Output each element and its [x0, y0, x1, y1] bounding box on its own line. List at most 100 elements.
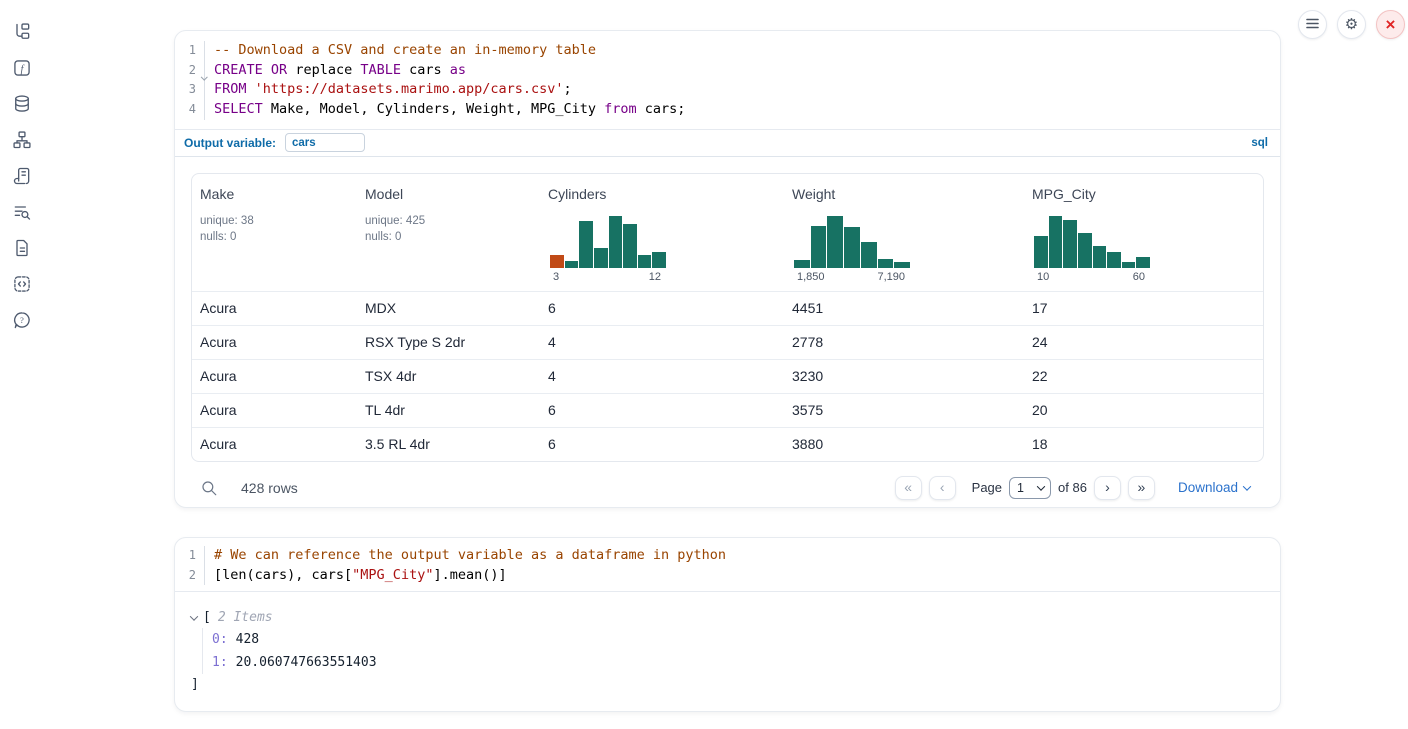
axis-min-label: 10 [1037, 271, 1049, 283]
code-snippets-icon[interactable] [12, 274, 32, 294]
sidebar: f ? [0, 0, 44, 729]
table-cell: 3880 [784, 436, 1024, 452]
page-total-label: of 86 [1058, 480, 1087, 495]
histogram-bar [827, 216, 843, 268]
table-cell: RSX Type S 2dr [357, 334, 540, 350]
histogram-bar [1063, 220, 1077, 268]
histogram-bar [861, 242, 877, 268]
column-name: MPG_City [1032, 186, 1255, 202]
column-header[interactable]: Cylinders 312 [540, 174, 784, 291]
table-row[interactable]: AcuraMDX6445117 [192, 291, 1263, 325]
code-lines: # We can reference the output variable a… [205, 546, 1280, 585]
histogram-bars [550, 216, 666, 268]
histogram-bar [609, 216, 623, 268]
svg-text:?: ? [20, 316, 24, 325]
file-text-icon[interactable] [12, 238, 32, 258]
histogram-bar [652, 252, 666, 268]
table-header-row: Makeunique: 38nulls: 0Modelunique: 425nu… [192, 174, 1263, 291]
histogram-axis: 1,8507,190 [794, 268, 910, 283]
table-cell: 4451 [784, 300, 1024, 316]
table-cell: 6 [540, 402, 784, 418]
column-header[interactable]: Modelunique: 425nulls: 0 [357, 174, 540, 291]
chevron-down-icon [1037, 482, 1045, 490]
table-cell: Acura [192, 368, 357, 384]
tree-collapse-icon[interactable] [191, 610, 203, 625]
python-code-editor[interactable]: 12# We can reference the output variable… [175, 538, 1280, 592]
line-number: 1 [175, 546, 204, 566]
table-cell: 3.5 RL 4dr [357, 436, 540, 452]
code-lines: -- Download a CSV and create an in-memor… [205, 41, 1280, 120]
line-number-gutter: 12 [175, 546, 205, 585]
table-cell: 20 [1024, 402, 1263, 418]
python-cell: 12# We can reference the output variable… [174, 537, 1281, 712]
line-number: 1 [175, 41, 204, 61]
page-select[interactable]: 1 [1009, 477, 1051, 499]
tree-item-key: 0: [212, 632, 228, 647]
histogram-bar [1122, 262, 1136, 268]
column-histogram: 312 [550, 216, 666, 283]
tree-items-count: 2 Items [218, 610, 273, 625]
table-cell: 18 [1024, 436, 1263, 452]
table-body: AcuraMDX6445117AcuraRSX Type S 2dr427782… [192, 291, 1263, 461]
next-page-button[interactable]: › [1094, 476, 1121, 500]
output-variable-input[interactable] [285, 133, 365, 152]
settings-button[interactable]: ⚙ [1337, 10, 1366, 39]
logs-scroll-icon[interactable] [12, 166, 32, 186]
database-icon[interactable] [12, 94, 32, 114]
table-cell: TSX 4dr [357, 368, 540, 384]
topbar-actions: ⚙ × [1298, 10, 1405, 39]
line-number: 4 [175, 100, 204, 120]
column-header[interactable]: Weight 1,8507,190 [784, 174, 1024, 291]
first-page-button[interactable]: « [895, 476, 922, 500]
table-cell: Acura [192, 436, 357, 452]
prev-page-button[interactable]: ‹ [929, 476, 956, 500]
search-icon[interactable] [200, 479, 218, 497]
table-row[interactable]: AcuraRSX Type S 2dr4277824 [192, 325, 1263, 359]
tree-item: 1:20.060747663551403 [212, 651, 1264, 674]
tree-item-value: 428 [236, 632, 259, 647]
sql-code-editor[interactable]: 1234-- Download a CSV and create an in-m… [175, 31, 1280, 129]
column-header[interactable]: Makeunique: 38nulls: 0 [192, 174, 357, 291]
shutdown-button[interactable]: × [1376, 10, 1405, 39]
file-tree-icon[interactable] [12, 22, 32, 42]
histogram-bar [579, 221, 593, 268]
code-line: CREATE OR replace TABLE cars as [214, 61, 1280, 81]
column-header[interactable]: MPG_City 10 60 [1024, 174, 1263, 291]
sql-output: Makeunique: 38nulls: 0Modelunique: 425nu… [175, 157, 1280, 508]
row-count: 428 rows [241, 480, 298, 496]
menu-button[interactable] [1298, 10, 1327, 39]
histogram-bar [1093, 246, 1107, 268]
line-number: 2 [175, 566, 204, 586]
axis-min-label: 3 [553, 271, 559, 283]
download-label: Download [1178, 480, 1238, 495]
function-square-icon[interactable]: f [12, 58, 32, 78]
histogram-bar [1034, 236, 1048, 268]
table-cell: Acura [192, 300, 357, 316]
histogram-bar [1107, 252, 1121, 268]
data-table: Makeunique: 38nulls: 0Modelunique: 425nu… [191, 173, 1264, 462]
chevron-down-icon [1243, 482, 1251, 490]
download-button[interactable]: Download [1178, 480, 1250, 495]
code-line: -- Download a CSV and create an in-memor… [214, 41, 1280, 61]
table-row[interactable]: AcuraTSX 4dr4323022 [192, 359, 1263, 393]
list-search-icon[interactable] [12, 202, 32, 222]
table-cell: MDX [357, 300, 540, 316]
last-page-button[interactable]: » [1128, 476, 1155, 500]
axis-max-label: 60 [1133, 271, 1145, 283]
close-icon: × [1386, 16, 1396, 33]
column-stats: unique: 38nulls: 0 [200, 213, 349, 246]
column-name: Cylinders [548, 186, 776, 202]
tree-item-value: 20.060747663551403 [236, 655, 377, 670]
help-bubble-icon[interactable]: ? [12, 310, 32, 330]
table-cell: TL 4dr [357, 402, 540, 418]
column-histogram: 1,8507,190 [794, 216, 910, 283]
table-row[interactable]: AcuraTL 4dr6357520 [192, 393, 1263, 427]
pagination: « ‹ Page 1 of 86 › » Download [895, 476, 1258, 500]
table-cell: 6 [540, 300, 784, 316]
histogram-bar [623, 224, 637, 268]
dependency-graph-icon[interactable] [12, 130, 32, 150]
column-name: Weight [792, 186, 1016, 202]
table-row[interactable]: Acura3.5 RL 4dr6388018 [192, 427, 1263, 461]
tree-items: 0: 428 1:20.060747663551403 [202, 628, 1264, 674]
code-line: FROM 'https://datasets.marimo.app/cars.c… [214, 80, 1280, 100]
